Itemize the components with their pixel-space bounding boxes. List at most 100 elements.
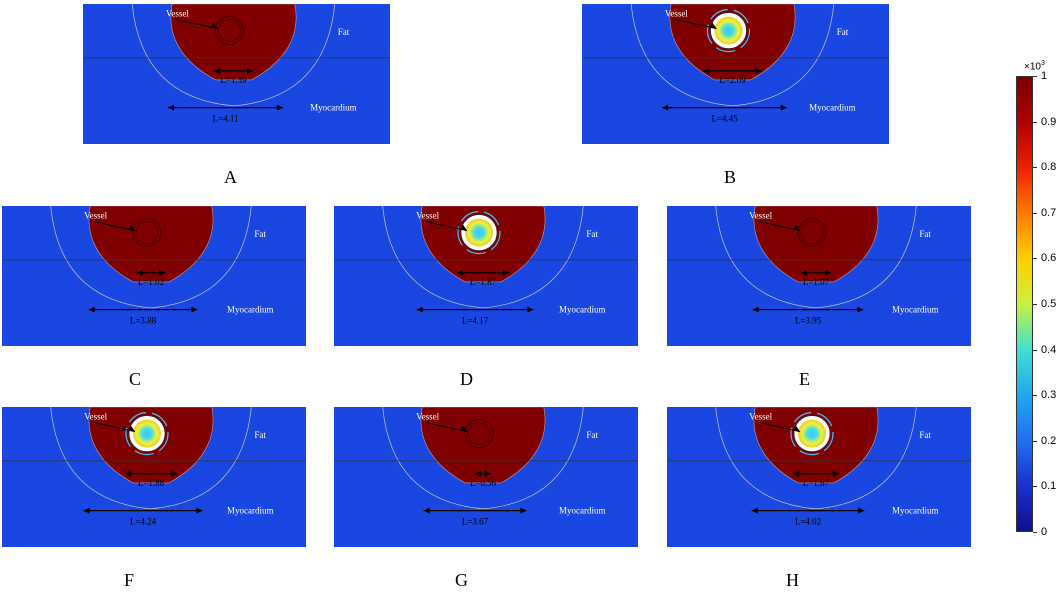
vessel-arrowhead — [128, 224, 135, 231]
colorbar-tick-mark — [1033, 349, 1037, 351]
colorbar-tick-label: 0.2 — [1041, 434, 1057, 447]
colorbar — [1016, 76, 1033, 532]
vessel-label: Vessel — [416, 211, 439, 221]
panel-g: Vessel Fat Myocardium L=0.56 L=3.67 — [334, 407, 638, 547]
inner-length-arrow-label: L=1.88 — [138, 478, 165, 488]
myocardium-label: Myocardium — [559, 505, 606, 515]
colorbar-tick-label: 0.8 — [1041, 161, 1057, 174]
panel-e: Vessel Fat Myocardium L=1.07 L=3.95 — [667, 206, 971, 346]
vessel-arrowhead — [709, 22, 717, 29]
isotherm-contour — [50, 206, 252, 309]
vessel-arrow — [174, 18, 218, 30]
colorbar-tick-mark — [1033, 486, 1037, 488]
colorbar-exponent: ×103 — [1024, 60, 1045, 72]
caption-c: C — [129, 369, 142, 389]
inner-length-arrow: L=1.07 — [801, 269, 831, 287]
fat-label: Fat — [919, 430, 931, 440]
isotherm-contour — [630, 4, 835, 107]
colorbar-tick-mark — [1033, 212, 1037, 214]
caption-d: D — [460, 369, 473, 389]
outer-length-arrow: L=4.02 — [751, 507, 865, 527]
outer-length-arrow: L=4.17 — [416, 306, 534, 326]
caption-b: B — [724, 167, 737, 187]
colorbar-tick-label: 0.1 — [1041, 480, 1057, 493]
outer-length-arrow-label: L=4.45 — [711, 114, 738, 124]
myocardium-label: Myocardium — [227, 505, 274, 515]
temperature-map: Vessel Fat Myocardium L=1.87 L=4.17 — [334, 206, 638, 346]
inner-length-arrow: L=1.39 — [214, 67, 253, 85]
lesion-region — [420, 407, 546, 484]
inner-length-arrow-label: L=1.67 — [803, 478, 830, 488]
vessel-wall — [215, 16, 244, 46]
colorbar-tick-mark — [1033, 76, 1037, 77]
inner-length-arrow-label: L=1.39 — [220, 75, 247, 85]
colorbar-tick-label: 0.6 — [1041, 252, 1057, 265]
colorbar-tick-mark — [1033, 258, 1037, 260]
vessel-wall — [132, 218, 162, 248]
vessel-arrowhead — [793, 224, 800, 231]
vessel-wall — [464, 419, 494, 449]
inner-length-arrow-label: L=1.87 — [470, 277, 497, 287]
vessel-arrowhead — [128, 425, 135, 432]
outer-length-arrow-label: L=3.95 — [795, 316, 822, 326]
vessel-lumen — [800, 221, 824, 244]
isotherm-contour — [715, 407, 917, 510]
vessel-arrow — [425, 421, 468, 433]
colorbar-tick-label: 0.3 — [1041, 389, 1057, 402]
outer-length-arrow: L=4.11 — [167, 104, 284, 124]
colorbar-tick-mark — [1033, 304, 1037, 305]
vessel-arrowhead — [793, 425, 800, 432]
vessel-lumen — [135, 221, 159, 244]
myocardium-label: Myocardium — [809, 102, 856, 112]
vessel-arrowhead — [460, 224, 467, 231]
caption-g: G — [455, 570, 468, 590]
caption-f: F — [124, 570, 135, 590]
lesion-region — [170, 4, 297, 81]
lesion-region — [753, 206, 879, 283]
vessel-arrowhead — [460, 425, 467, 432]
vessel-label: Vessel — [166, 9, 189, 19]
outer-length-arrow: L=3.95 — [752, 306, 864, 326]
outer-length-arrow-label: L=4.17 — [462, 316, 489, 326]
temperature-map: Vessel Fat Myocardium L=0.56 L=3.67 — [334, 407, 638, 547]
inner-length-arrow: L=0.56 — [470, 470, 497, 488]
fat-label: Fat — [586, 229, 598, 239]
isotherm-contour — [382, 206, 584, 309]
vessel-lumen — [133, 419, 161, 448]
temperature-map: Vessel Fat Myocardium L=1.02 L=3.88 — [2, 206, 306, 346]
fat-label: Fat — [338, 27, 350, 37]
myocardium-label: Myocardium — [227, 304, 274, 314]
panel-h: Vessel Fat Myocardium L=1.67 L=4.02 — [667, 407, 971, 547]
vessel-lumen — [714, 16, 743, 45]
inner-length-arrow-label: L=0.56 — [470, 478, 497, 488]
vessel-halo — [457, 211, 501, 255]
vessel-arrow — [758, 421, 801, 433]
vessel-arrowhead — [210, 22, 218, 29]
vessel-label: Vessel — [749, 211, 772, 221]
vessel-arrow — [673, 18, 717, 30]
inner-length-arrow: L=1.87 — [456, 269, 510, 287]
inner-length-arrow: L=2.09 — [703, 67, 762, 85]
vessel-arrow — [758, 220, 801, 232]
vessel-label: Vessel — [749, 412, 772, 422]
colorbar-exponent-base: ×10 — [1024, 61, 1041, 73]
myocardium-label: Myocardium — [892, 505, 939, 515]
myocardium-label: Myocardium — [310, 102, 357, 112]
isotherm-contour — [50, 407, 252, 510]
outer-length-arrow: L=4.45 — [662, 104, 787, 124]
colorbar-tick-label: 0.4 — [1041, 343, 1057, 356]
isotherm-contour — [131, 4, 336, 107]
inner-length-arrow-label: L=1.02 — [138, 277, 164, 287]
outer-length-arrow-label: L=4.11 — [213, 114, 239, 124]
inner-length-arrow: L=1.67 — [792, 470, 840, 488]
colorbar-tick-mark — [1033, 532, 1037, 533]
colorbar-exponent-power: 3 — [1040, 60, 1045, 67]
outer-length-arrow-label: L=3.88 — [130, 316, 157, 326]
panel-d: Vessel Fat Myocardium L=1.87 L=4.17 — [334, 206, 638, 346]
colorbar-tick-mark — [1033, 167, 1037, 169]
panel-b: Vessel Fat Myocardium L=2.09 L=4.45 — [582, 4, 889, 144]
temperature-map: Vessel Fat Myocardium L=1.39 L=4.11 — [83, 4, 390, 144]
temperature-map: Vessel Fat Myocardium L=1.07 L=3.95 — [667, 206, 971, 346]
colorbar-tick-label: 0 — [1041, 526, 1048, 538]
vessel-arrow — [93, 220, 136, 232]
